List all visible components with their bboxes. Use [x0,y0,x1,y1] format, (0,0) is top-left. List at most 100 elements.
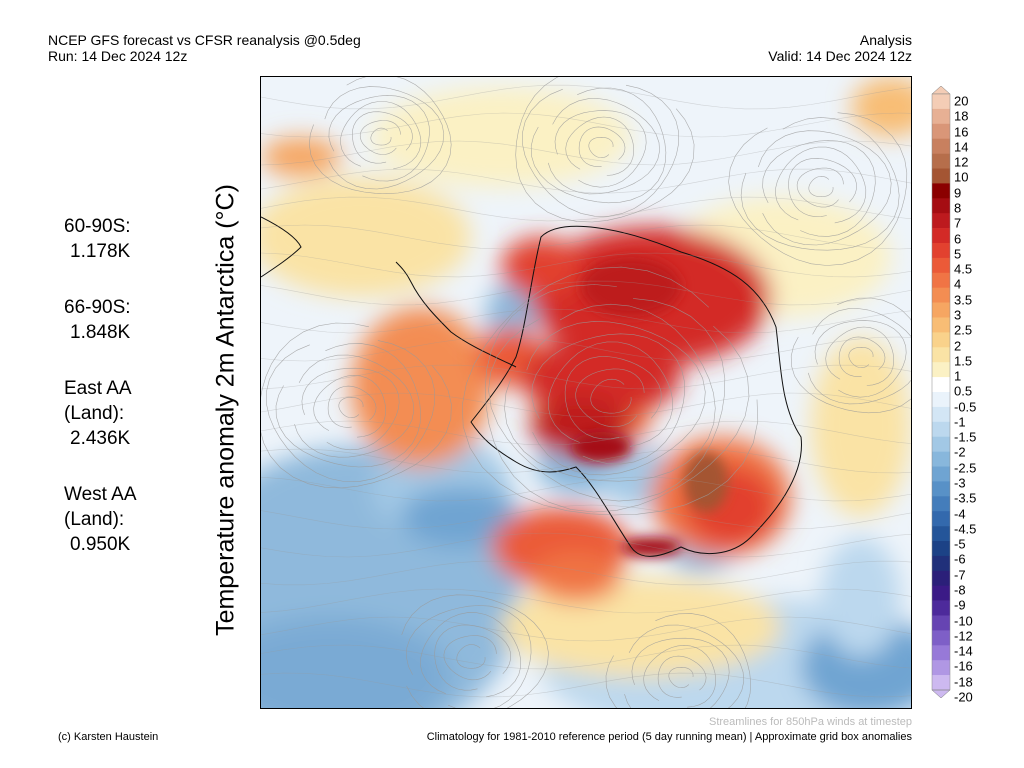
colorbar-max-arrow [931,86,951,95]
colorbar-tick-label: 18 [954,108,969,124]
colorbar-swatch [932,347,950,363]
colorbar-swatch [932,168,950,184]
streamline [456,644,486,669]
colorbar-swatch [932,466,950,482]
streamline [261,280,911,306]
streamline [351,111,413,164]
stat-label: 60-90S: [64,216,131,237]
colorbar-swatch [932,675,950,691]
streamline [401,594,549,708]
stat-label: East AA (Land): [64,378,131,424]
colorbar-swatch [932,153,950,169]
streamline [261,644,911,670]
map-title: Temperature anomaly 2m Antarctica (°C) [211,184,240,636]
streamline [261,476,911,502]
colorbar-swatch [932,332,950,348]
colorbar-swatch [932,198,950,214]
colorbar-tick-label: -20 [954,689,973,705]
colorbar-tick-label: -3 [954,475,966,491]
colorbar-swatch [932,600,950,616]
colorbar-tick-label: -5 [954,536,966,552]
streamline [578,126,626,167]
colorbar-tick-label: 3.5 [954,292,973,308]
streamline [796,167,844,208]
wind-streamlines [261,77,911,708]
streamline [838,336,886,377]
antarctic-peninsula [395,261,517,368]
streamline [643,644,716,708]
stat-66-90s: 66-90S: 1.848K [64,295,174,345]
colorbar-tick-label: -18 [954,674,973,690]
colorbar-tick-label: 7 [954,215,962,231]
streamline [359,120,401,155]
streamline [261,84,911,110]
streamline [522,84,680,217]
anomaly-map [260,76,912,709]
streamline [261,168,911,194]
colorbar-swatch [932,138,950,154]
streamline [261,588,911,614]
streamline [631,637,730,708]
colorbar-swatch [932,645,950,661]
streamline [588,136,614,159]
colorbar-tick-label: 2 [954,338,962,353]
colorbar-swatch [932,630,950,646]
stat-value: 0.950K [70,534,131,555]
colorbar-tick-label: -4.5 [954,521,977,537]
colorbar-tick-label: 8 [954,200,962,216]
colorbar-tick-label: 6 [954,231,962,247]
colorbar-swatch [932,481,950,497]
streamline [313,374,386,438]
stat-60-90s: 60-90S: 1.178K [64,214,174,264]
streamline [261,392,911,418]
streamline [788,157,857,218]
streamline [531,333,686,465]
streamline [406,605,532,708]
colorbar-tick-label: 10 [954,169,969,185]
header-right: Analysis Valid: 14 Dec 2024 12z [768,32,912,64]
streamline [554,110,647,188]
anomaly-field [261,77,911,708]
colorbar-tick-label: -1.5 [954,429,977,445]
stat-west-aa: West AA (Land): 0.950K [64,482,174,557]
colorbar-swatch [932,615,950,631]
colorbar-tick-label: 5 [954,246,962,262]
streamline [370,127,392,146]
stat-value: 1.178K [70,241,131,262]
streamline [740,117,900,251]
streamline [590,378,632,414]
colorbar-swatch [932,243,950,259]
streamline [504,303,716,482]
streamline [261,560,911,586]
streamline [547,98,660,195]
colorbar-tick-label: -2.5 [954,460,977,476]
colorbar-tick-label: -1 [954,414,966,430]
streamline [327,385,377,428]
streamline [825,326,894,386]
colorbar-swatch [932,496,950,512]
streamline [338,396,364,419]
streamline [488,298,726,502]
streamline [484,284,750,513]
colorbar-min-arrow [931,689,951,698]
colorbar-tick-label: 16 [954,124,969,140]
streamlines-note: Streamlines for 850hPa winds at timestep [709,716,912,728]
streamline [808,175,834,198]
analysis-label: Analysis [859,32,912,48]
colorbar-tick-label: 20 [954,93,969,109]
colorbar-swatch [932,183,950,199]
streamline [261,448,911,474]
streamline [790,297,911,414]
streamline [261,532,911,558]
colorbar-swatch [932,228,950,244]
colorbar-swatch [932,362,950,378]
streamline [261,252,911,278]
colorbar-swatch [932,302,950,318]
streamline [443,635,497,681]
colorbar-swatch [932,555,950,572]
colorbar-tick-label: -10 [954,613,973,629]
colorbar [931,86,951,698]
colorbar-tick-label: -8 [954,582,966,598]
streamline [261,308,911,334]
colorbar-tick-label: -6 [954,551,966,567]
